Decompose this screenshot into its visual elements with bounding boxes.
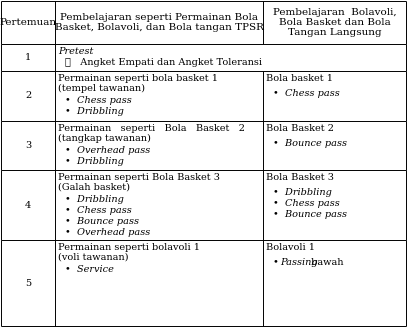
Text: •  Dribbling: • Dribbling — [65, 195, 124, 204]
Text: •  Overhead pass: • Overhead pass — [65, 228, 150, 237]
Text: •  Chess pass: • Chess pass — [273, 89, 340, 98]
Text: •  Overhead pass: • Overhead pass — [65, 146, 150, 155]
Text: bawah: bawah — [308, 258, 344, 267]
Text: Permainan seperti bolavoli 1: Permainan seperti bolavoli 1 — [58, 243, 200, 252]
Text: •  Dribbling: • Dribbling — [65, 107, 124, 116]
Text: Bola Basket 3: Bola Basket 3 — [266, 173, 334, 182]
Text: (voli tawanan): (voli tawanan) — [58, 253, 129, 262]
Text: 5: 5 — [25, 279, 31, 287]
Text: Permainan seperti bola basket 1: Permainan seperti bola basket 1 — [58, 74, 218, 83]
Text: Permainan seperti Bola Basket 3: Permainan seperti Bola Basket 3 — [58, 173, 220, 182]
Text: (tempel tawanan): (tempel tawanan) — [58, 84, 145, 93]
Text: •  Service: • Service — [65, 265, 114, 274]
Text: •  Bounce pass: • Bounce pass — [273, 139, 347, 148]
Text: •  Bounce pass: • Bounce pass — [273, 210, 347, 219]
Text: (tangkap tawanan): (tangkap tawanan) — [58, 134, 151, 143]
Text: •  Chess pass: • Chess pass — [273, 199, 340, 208]
Text: Pembelajaran  Bolavoli,
Bola Basket dan Bola
Tangan Langsung: Pembelajaran Bolavoli, Bola Basket dan B… — [273, 8, 396, 37]
Text: Bola basket 1: Bola basket 1 — [266, 74, 333, 83]
Text: •  Chess pass: • Chess pass — [65, 96, 132, 105]
Text: •  Bounce pass: • Bounce pass — [65, 217, 139, 226]
Text: •  Dribbling: • Dribbling — [273, 188, 332, 197]
Text: 4: 4 — [25, 200, 31, 210]
Text: Bolavoli 1: Bolavoli 1 — [266, 243, 315, 252]
Text: 2: 2 — [25, 92, 31, 100]
Text: Bola Basket 2: Bola Basket 2 — [266, 124, 334, 133]
Text: Pretest: Pretest — [58, 47, 93, 56]
Text: 3: 3 — [25, 141, 31, 150]
Text: 1: 1 — [25, 53, 31, 62]
Text: Passing: Passing — [280, 258, 317, 267]
Text: Pembelajaran seperti Permainan Bola
Basket, Bolavoli, dan Bola tangan TPSR: Pembelajaran seperti Permainan Bola Bask… — [55, 13, 263, 32]
Text: Permainan   seperti   Bola   Basket   2: Permainan seperti Bola Basket 2 — [58, 124, 245, 133]
Text: •  Chess pass: • Chess pass — [65, 206, 132, 215]
Text: (Galah basket): (Galah basket) — [58, 183, 130, 192]
Text: ➤   Angket Empati dan Angket Toleransi: ➤ Angket Empati dan Angket Toleransi — [65, 58, 262, 67]
Text: Pertemuan: Pertemuan — [0, 18, 57, 27]
Text: •: • — [273, 258, 285, 267]
Text: •  Dribbling: • Dribbling — [65, 157, 124, 166]
